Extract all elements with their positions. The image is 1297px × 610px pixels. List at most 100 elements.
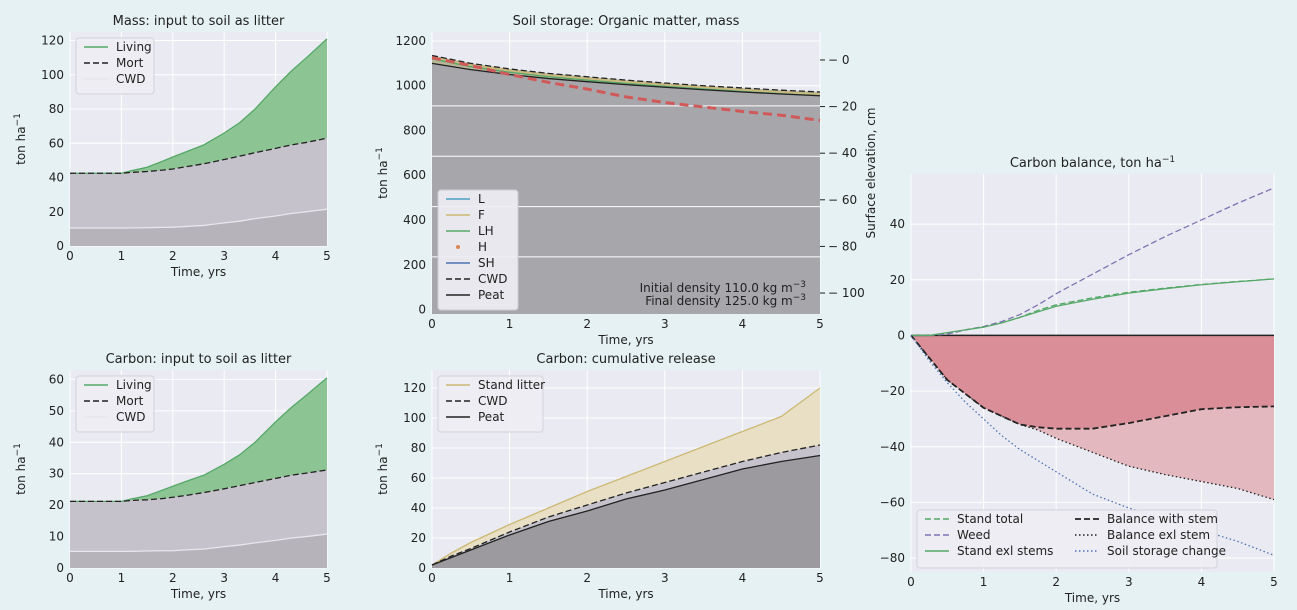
x-tick-label: 4 — [1198, 575, 1206, 589]
x-tick-label: 5 — [816, 317, 824, 331]
x-tick-label: 5 — [323, 249, 331, 263]
x-tick-label: 2 — [583, 317, 591, 331]
series-line-cwd — [70, 208, 328, 229]
x-tick-label: 2 — [1052, 575, 1060, 589]
y-tick-label: 60 — [49, 372, 64, 386]
y2-tick-label: − 20 — [828, 100, 857, 114]
legend-label: Stand litter — [478, 378, 545, 392]
x-tick-label: 5 — [323, 571, 331, 585]
chart-title: Soil storage: Organic matter, mass — [513, 14, 740, 29]
y-tick-label: 60 — [49, 136, 64, 150]
series-line-mort — [70, 469, 328, 503]
density-annotation: Final density 125.0 kg m−3 — [645, 293, 806, 308]
x-tick-label: 1 — [118, 249, 126, 263]
series-line-living — [70, 38, 328, 174]
area-soil-mass — [432, 63, 820, 315]
y-tick-label: 30 — [49, 467, 64, 481]
series-line-stand-litter — [431, 387, 821, 566]
legend-label: SH — [478, 256, 495, 270]
y-tick-label: 40 — [890, 217, 905, 231]
x-tick-label: 5 — [816, 571, 824, 585]
legend-label: CWD — [478, 394, 507, 408]
y-tick-label: 120 — [403, 381, 426, 395]
x-tick-label: 3 — [661, 571, 669, 585]
y2-tick-label: − 80 — [828, 239, 857, 253]
y-tick-label: 20 — [49, 498, 64, 512]
x-tick-label: 1 — [506, 317, 514, 331]
series-line-f — [431, 56, 821, 95]
x-tick-label: 2 — [169, 249, 177, 263]
chart-title: Carbon balance, ton ha−1 — [1010, 155, 1175, 171]
legend-label: Soil storage change — [1107, 544, 1226, 558]
x-tick-label: 2 — [583, 571, 591, 585]
y-tick-label: −80 — [880, 551, 905, 565]
area-balance-exl-stem — [911, 335, 1274, 500]
area-living — [70, 377, 327, 502]
x-tick-label: 0 — [428, 571, 436, 585]
legend-label: Living — [116, 378, 152, 392]
x-axis-label: Time, yrs — [597, 587, 653, 601]
y-tick-label: 0 — [418, 303, 426, 317]
x-axis-label: Time, yrs — [170, 265, 226, 279]
series-line-cwd — [431, 444, 821, 566]
y2-axis-label: Surface elevation, cm — [864, 108, 878, 239]
y-tick-label: 100 — [41, 68, 64, 82]
legend: Living Mort CWD — [75, 375, 155, 433]
y-tick-label: 60 — [411, 471, 426, 485]
y-axis-label: ton ha−1 — [13, 443, 28, 495]
legend-label: Stand exl stems — [957, 544, 1053, 558]
y2-tick-label: − 100 — [828, 286, 865, 300]
y-tick-label: −60 — [880, 495, 905, 509]
y-tick-label: 50 — [49, 404, 64, 418]
soil-storage-chart: 0 1 2 3 4 5 0 200 400 600 800 1000 1200 − 0 − 20 − 40 − … — [375, 14, 878, 347]
series-line-soil-storage-change — [910, 335, 1275, 556]
legend-label: Balance with stem — [1107, 512, 1218, 526]
y-tick-label: 1200 — [395, 34, 426, 48]
legend: Living Mort CWD — [75, 37, 155, 95]
x-tick-label: 2 — [169, 571, 177, 585]
series-line-cwd — [70, 533, 328, 552]
y2-tick-label: − 0 — [828, 53, 850, 67]
chart-title: Mass: input to soil as litter — [113, 14, 285, 29]
legend: LF LH H SH CWD Peat — [437, 189, 519, 311]
carbon-release-chart: 0 1 2 3 4 5 0 20 40 60 80 100 120 Carbon: cumulative … — [375, 352, 824, 601]
x-tick-label: 4 — [739, 571, 747, 585]
legend-label: Stand total — [957, 512, 1023, 526]
y-axis-label: ton ha−1 — [375, 443, 390, 495]
legend-label: Peat — [478, 410, 505, 424]
series-line-mort — [70, 137, 328, 174]
y2-tick-label: − 60 — [828, 193, 857, 207]
x-tick-label: 3 — [661, 317, 669, 331]
area-peat — [432, 455, 820, 568]
area-cwd — [70, 209, 327, 246]
area-living — [70, 38, 327, 174]
y-tick-label: 600 — [403, 168, 426, 182]
area-mort — [70, 469, 327, 552]
x-tick-label: 4 — [272, 571, 280, 585]
y-tick-label: 120 — [41, 34, 64, 48]
series-line-stand-exl-stems — [911, 278, 1275, 337]
legend-label: Weed — [957, 528, 991, 542]
series-line-cwd — [431, 54, 821, 93]
legend-box — [437, 189, 519, 311]
legend-label: Mort — [116, 394, 144, 408]
carbon-balance-chart: 0 1 2 3 4 5 40 20 0 −20 −40 −60 −80 Carbon balance, t… — [880, 155, 1278, 605]
x-tick-label: 0 — [66, 249, 74, 263]
y-tick-label: −40 — [880, 440, 905, 454]
x-tick-label: 4 — [272, 249, 280, 263]
mass-litter-chart: 0 1 2 3 4 5 0 20 40 60 80 100 120 Mass: input to soil… — [13, 14, 331, 279]
legend-label: Peat — [478, 288, 505, 302]
legend-label: CWD — [116, 410, 145, 424]
series-line-balance-exl-stem — [910, 335, 1275, 501]
legend-label: Balance exl stem — [1107, 528, 1210, 542]
x-tick-label: 0 — [66, 571, 74, 585]
legend: Stand litter CWD Peat — [437, 375, 545, 433]
y-tick-label: 0 — [56, 239, 64, 253]
legend: Stand total Weed Stand exl stems Balance wi… — [916, 509, 1226, 569]
legend-swatch — [456, 245, 460, 249]
x-tick-label: 1 — [506, 571, 514, 585]
series-line-peat — [431, 454, 821, 566]
y-tick-label: 0 — [418, 561, 426, 575]
